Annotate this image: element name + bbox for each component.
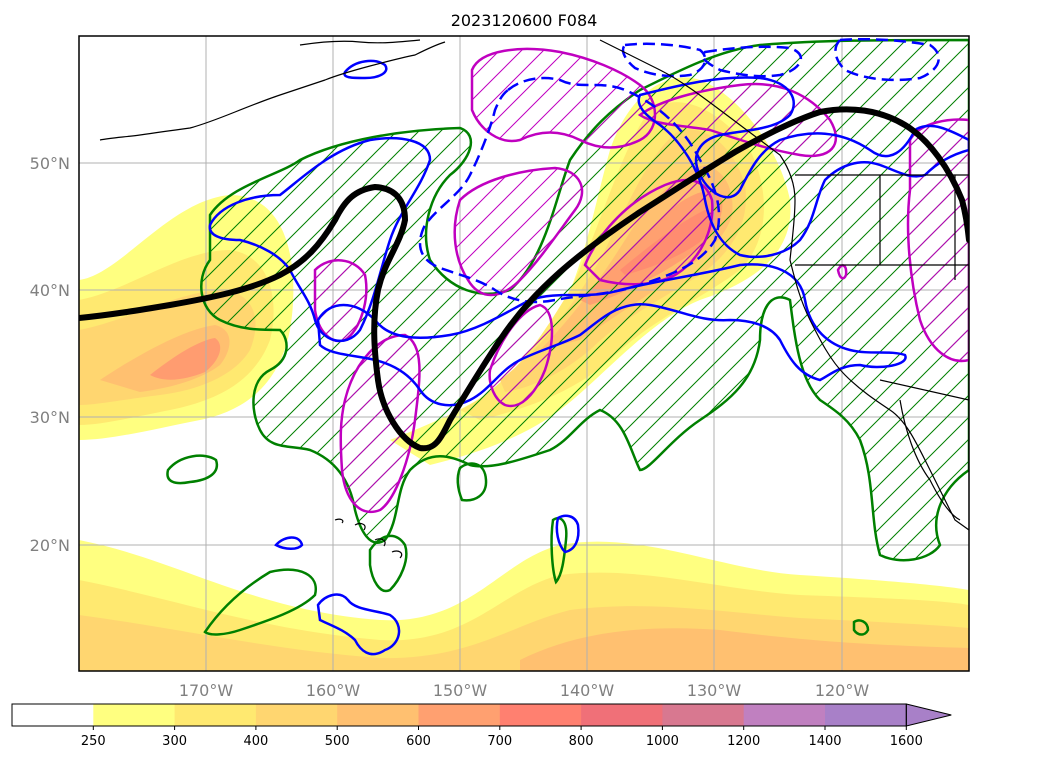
jet-axis-line: [79, 106, 969, 452]
magenta-hatched-region: [313, 47, 969, 513]
colorbar-segment: [337, 704, 419, 726]
ivt-shading-south: [79, 540, 969, 671]
colorbar-tick-label: 500: [325, 734, 350, 749]
colorbar-outline: [11, 703, 907, 727]
colorbar-tick-label: 800: [569, 734, 594, 749]
map-title: 2023120600 F084: [451, 11, 598, 30]
colorbar-tick-label: 1600: [890, 734, 923, 749]
colorbar-segment: [255, 704, 338, 726]
lon-label-140w: 140°W: [560, 681, 615, 700]
colorbar-segment: [12, 704, 94, 726]
lat-label-50n: 50°N: [30, 154, 70, 173]
colorbar-tick-label: 700: [487, 734, 512, 749]
coastlines: [99, 39, 969, 559]
lon-label-120w: 120°W: [815, 681, 870, 700]
colorbar-tick-label: 1200: [727, 734, 760, 749]
map-panel: [79, 36, 969, 671]
lon-label-150w: 150°W: [433, 681, 488, 700]
blue-dashed-contours: [418, 38, 940, 304]
colorbar-tick-label: 400: [243, 734, 268, 749]
colorbar-tick-label: 1400: [808, 734, 841, 749]
lon-label-160w: 160°W: [306, 681, 361, 700]
colorbar-segment: [662, 704, 745, 726]
colorbar-segment: [499, 704, 582, 726]
lon-label-170w: 170°W: [179, 681, 234, 700]
ivt-shading-west: [79, 195, 294, 440]
colorbar-segment: [743, 704, 826, 726]
colorbar-segment: [581, 704, 663, 726]
colorbar-tick-label: 300: [162, 734, 187, 749]
colorbar-segment: [825, 704, 907, 726]
colorbar-segment: [418, 704, 501, 726]
lat-label-20n: 20°N: [30, 536, 70, 555]
colorbar-tick-label: 1000: [646, 734, 679, 749]
lon-label-130w: 130°W: [687, 681, 742, 700]
colorbar-tick-label: 600: [406, 734, 431, 749]
colorbar-segment: [174, 704, 257, 726]
colorbar-segment: [93, 704, 176, 726]
lat-label-30n: 30°N: [30, 408, 70, 427]
map-frame: [78, 35, 970, 672]
colorbar-extend-triangle: [905, 703, 952, 727]
lat-label-40n: 40°N: [30, 281, 70, 300]
colorbar-tick-label: 250: [81, 734, 106, 749]
colorbar: 250 300 400 500 600 700 800 1000 1200 1400 1600: [11, 703, 952, 749]
